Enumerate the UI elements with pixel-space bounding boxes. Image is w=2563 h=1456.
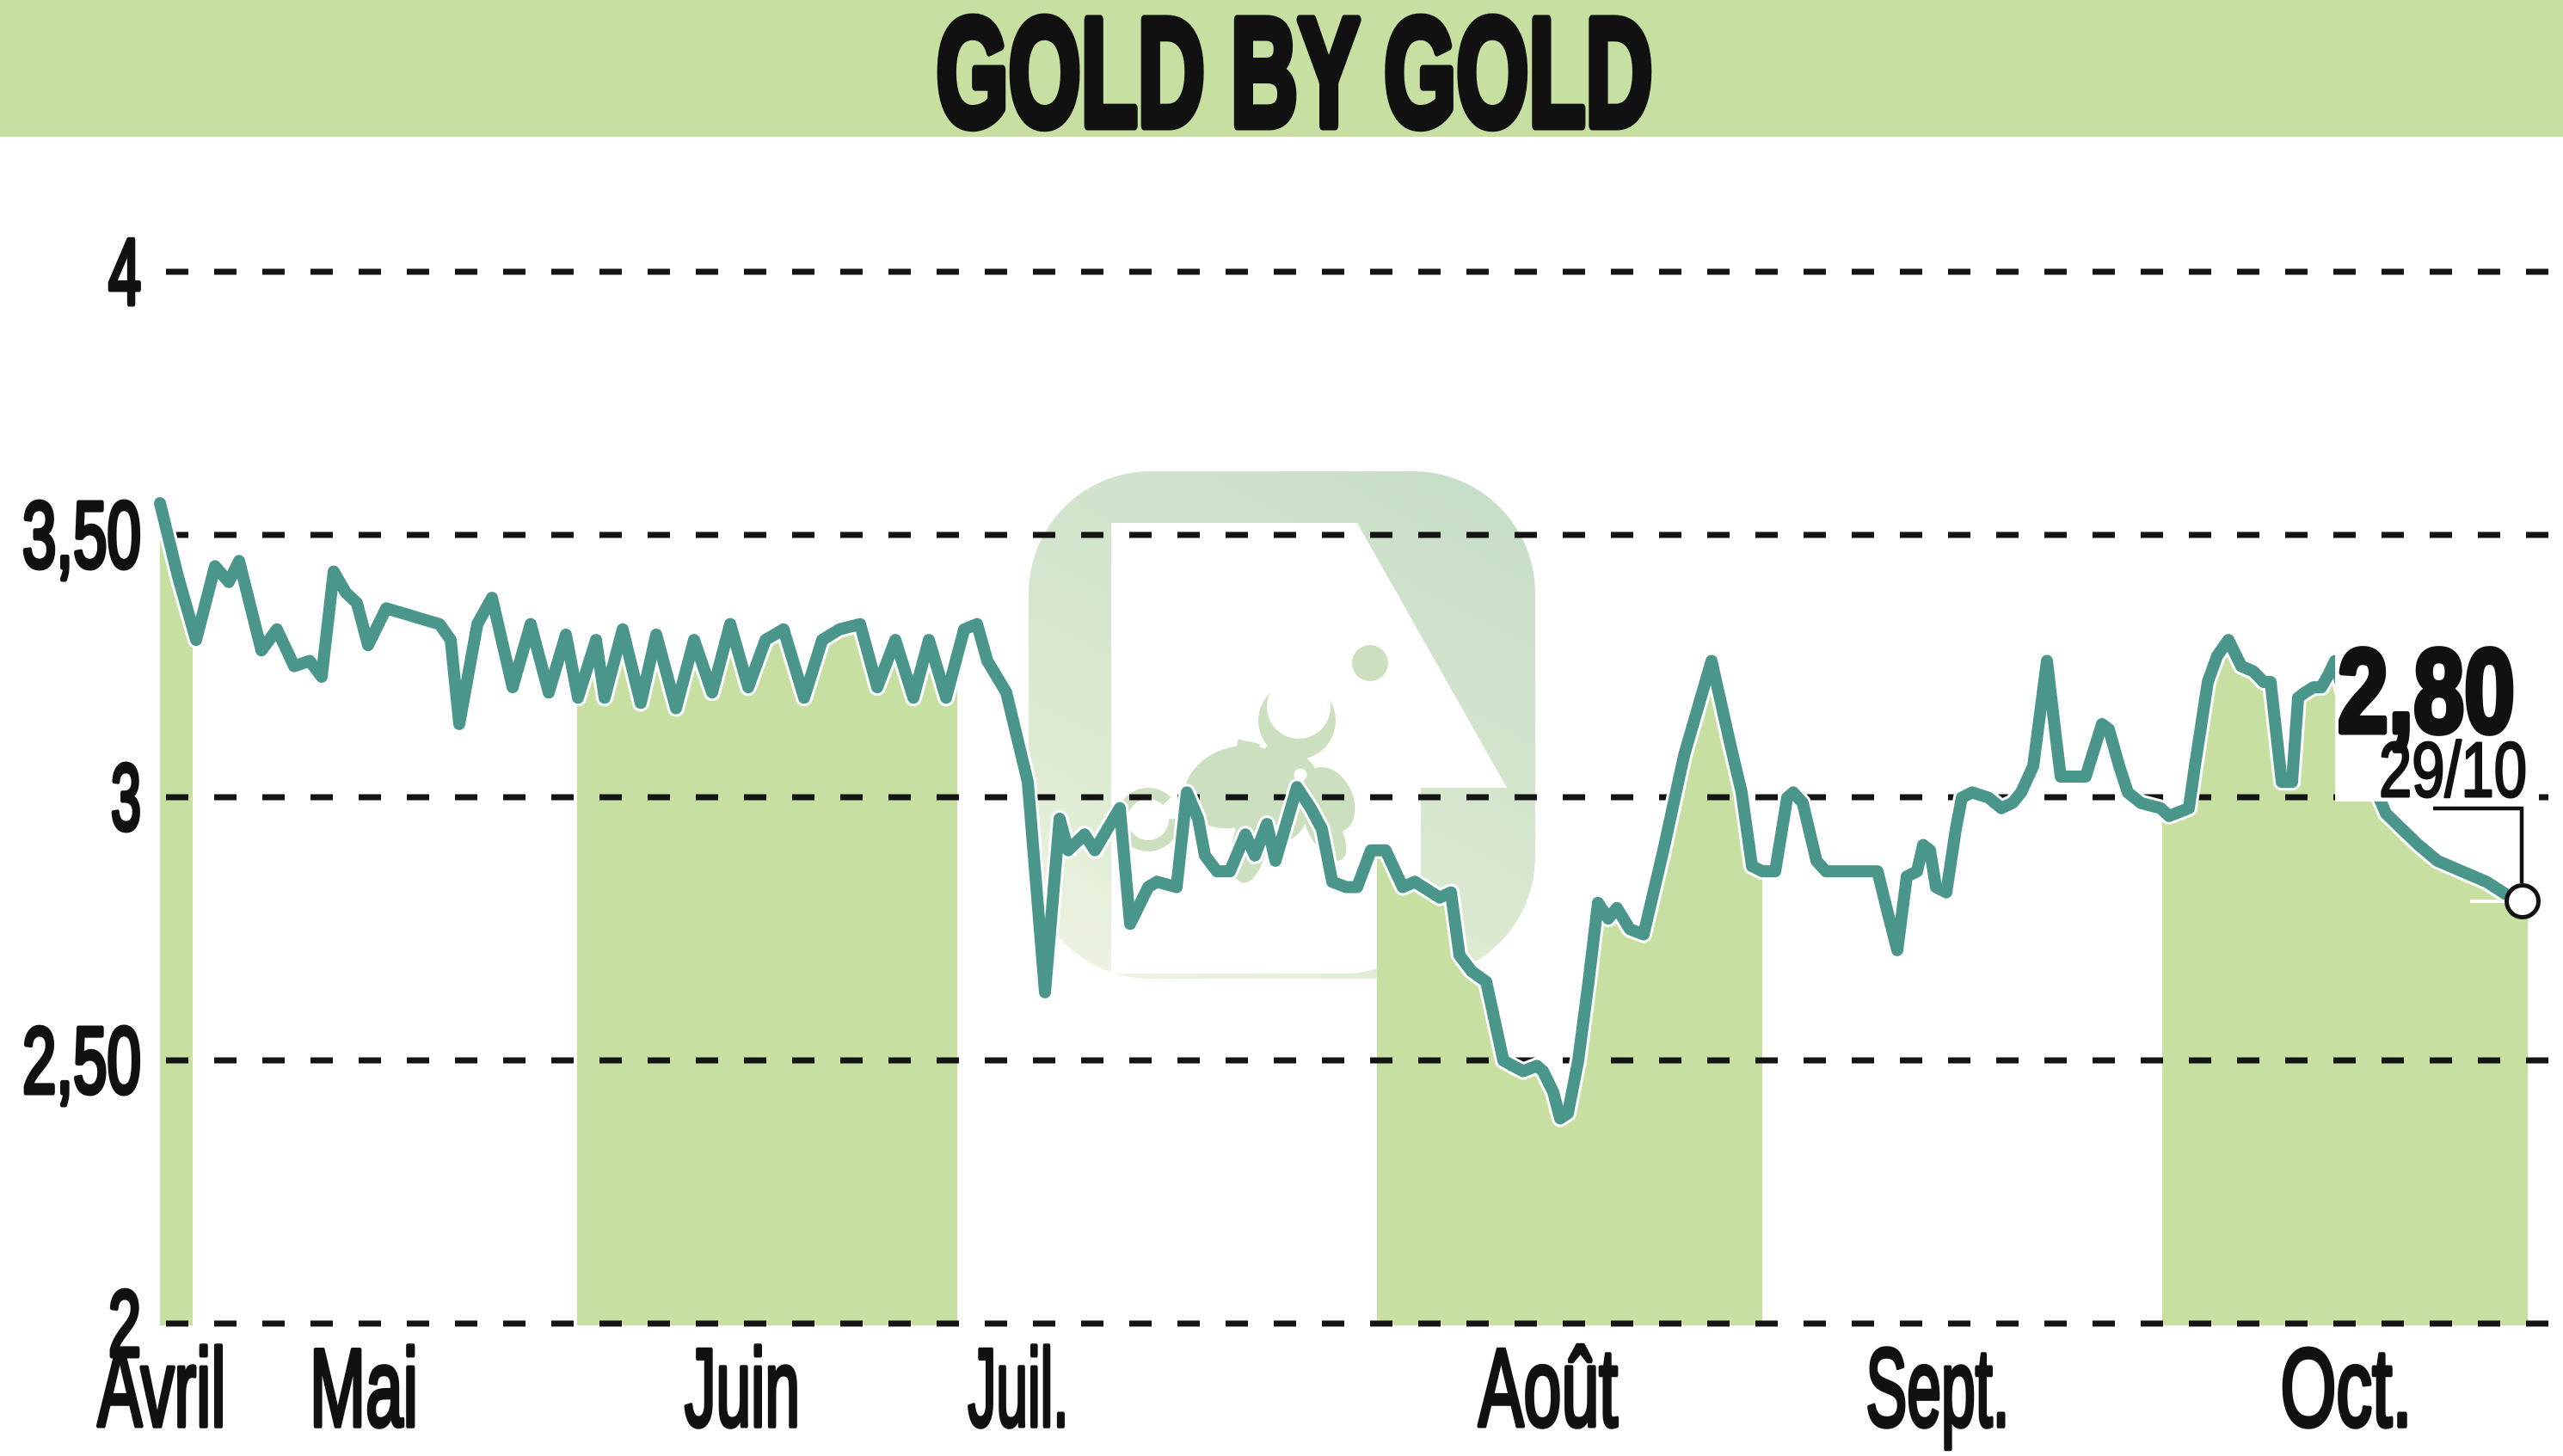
svg-text:Sept.: Sept. xyxy=(1866,1327,2010,1450)
svg-text:Juil.: Juil. xyxy=(968,1327,1069,1450)
svg-text:4: 4 xyxy=(108,220,141,325)
svg-text:3: 3 xyxy=(111,746,141,851)
svg-text:2: 2 xyxy=(108,1272,141,1377)
svg-text:Juin: Juin xyxy=(685,1327,800,1450)
svg-text:GOLD BY GOLD: GOLD BY GOLD xyxy=(937,0,1653,158)
svg-text:Mai: Mai xyxy=(310,1327,418,1450)
svg-text:2,50: 2,50 xyxy=(22,1009,141,1114)
svg-text:3,50: 3,50 xyxy=(22,483,141,588)
svg-text:29/10: 29/10 xyxy=(2379,728,2527,814)
svg-text:Avril: Avril xyxy=(98,1327,226,1450)
svg-text:2,80: 2,80 xyxy=(2338,625,2515,758)
svg-text:Oct.: Oct. xyxy=(2281,1327,2412,1450)
svg-text:Août: Août xyxy=(1478,1327,1618,1450)
